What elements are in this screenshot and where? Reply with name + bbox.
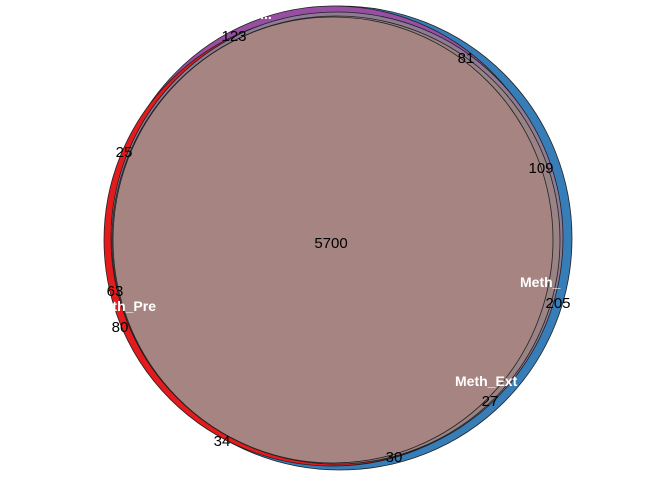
set-label-meth-pre: Meth_Pre [93,298,156,314]
count-top-right: 81 [458,50,475,67]
count-right-lower: 205 [545,295,570,312]
count-bottom-left: 34 [214,433,231,450]
count-top: 123 [221,28,246,45]
set-label-top: ... [260,6,272,22]
set-label-meth: Meth_ [520,274,561,290]
set-label-meth-ext: Meth_Ext [455,373,518,389]
count-left-mid: 63 [107,283,124,300]
count-lower-right: 27 [482,393,499,410]
count-left-upper: 25 [116,144,133,161]
overlap-core [112,16,554,464]
count-bottom: 30 [386,449,403,466]
count-left-lower: 80 [112,319,129,336]
count-core: 5700 [314,235,347,252]
count-right-upper: 109 [528,160,553,177]
